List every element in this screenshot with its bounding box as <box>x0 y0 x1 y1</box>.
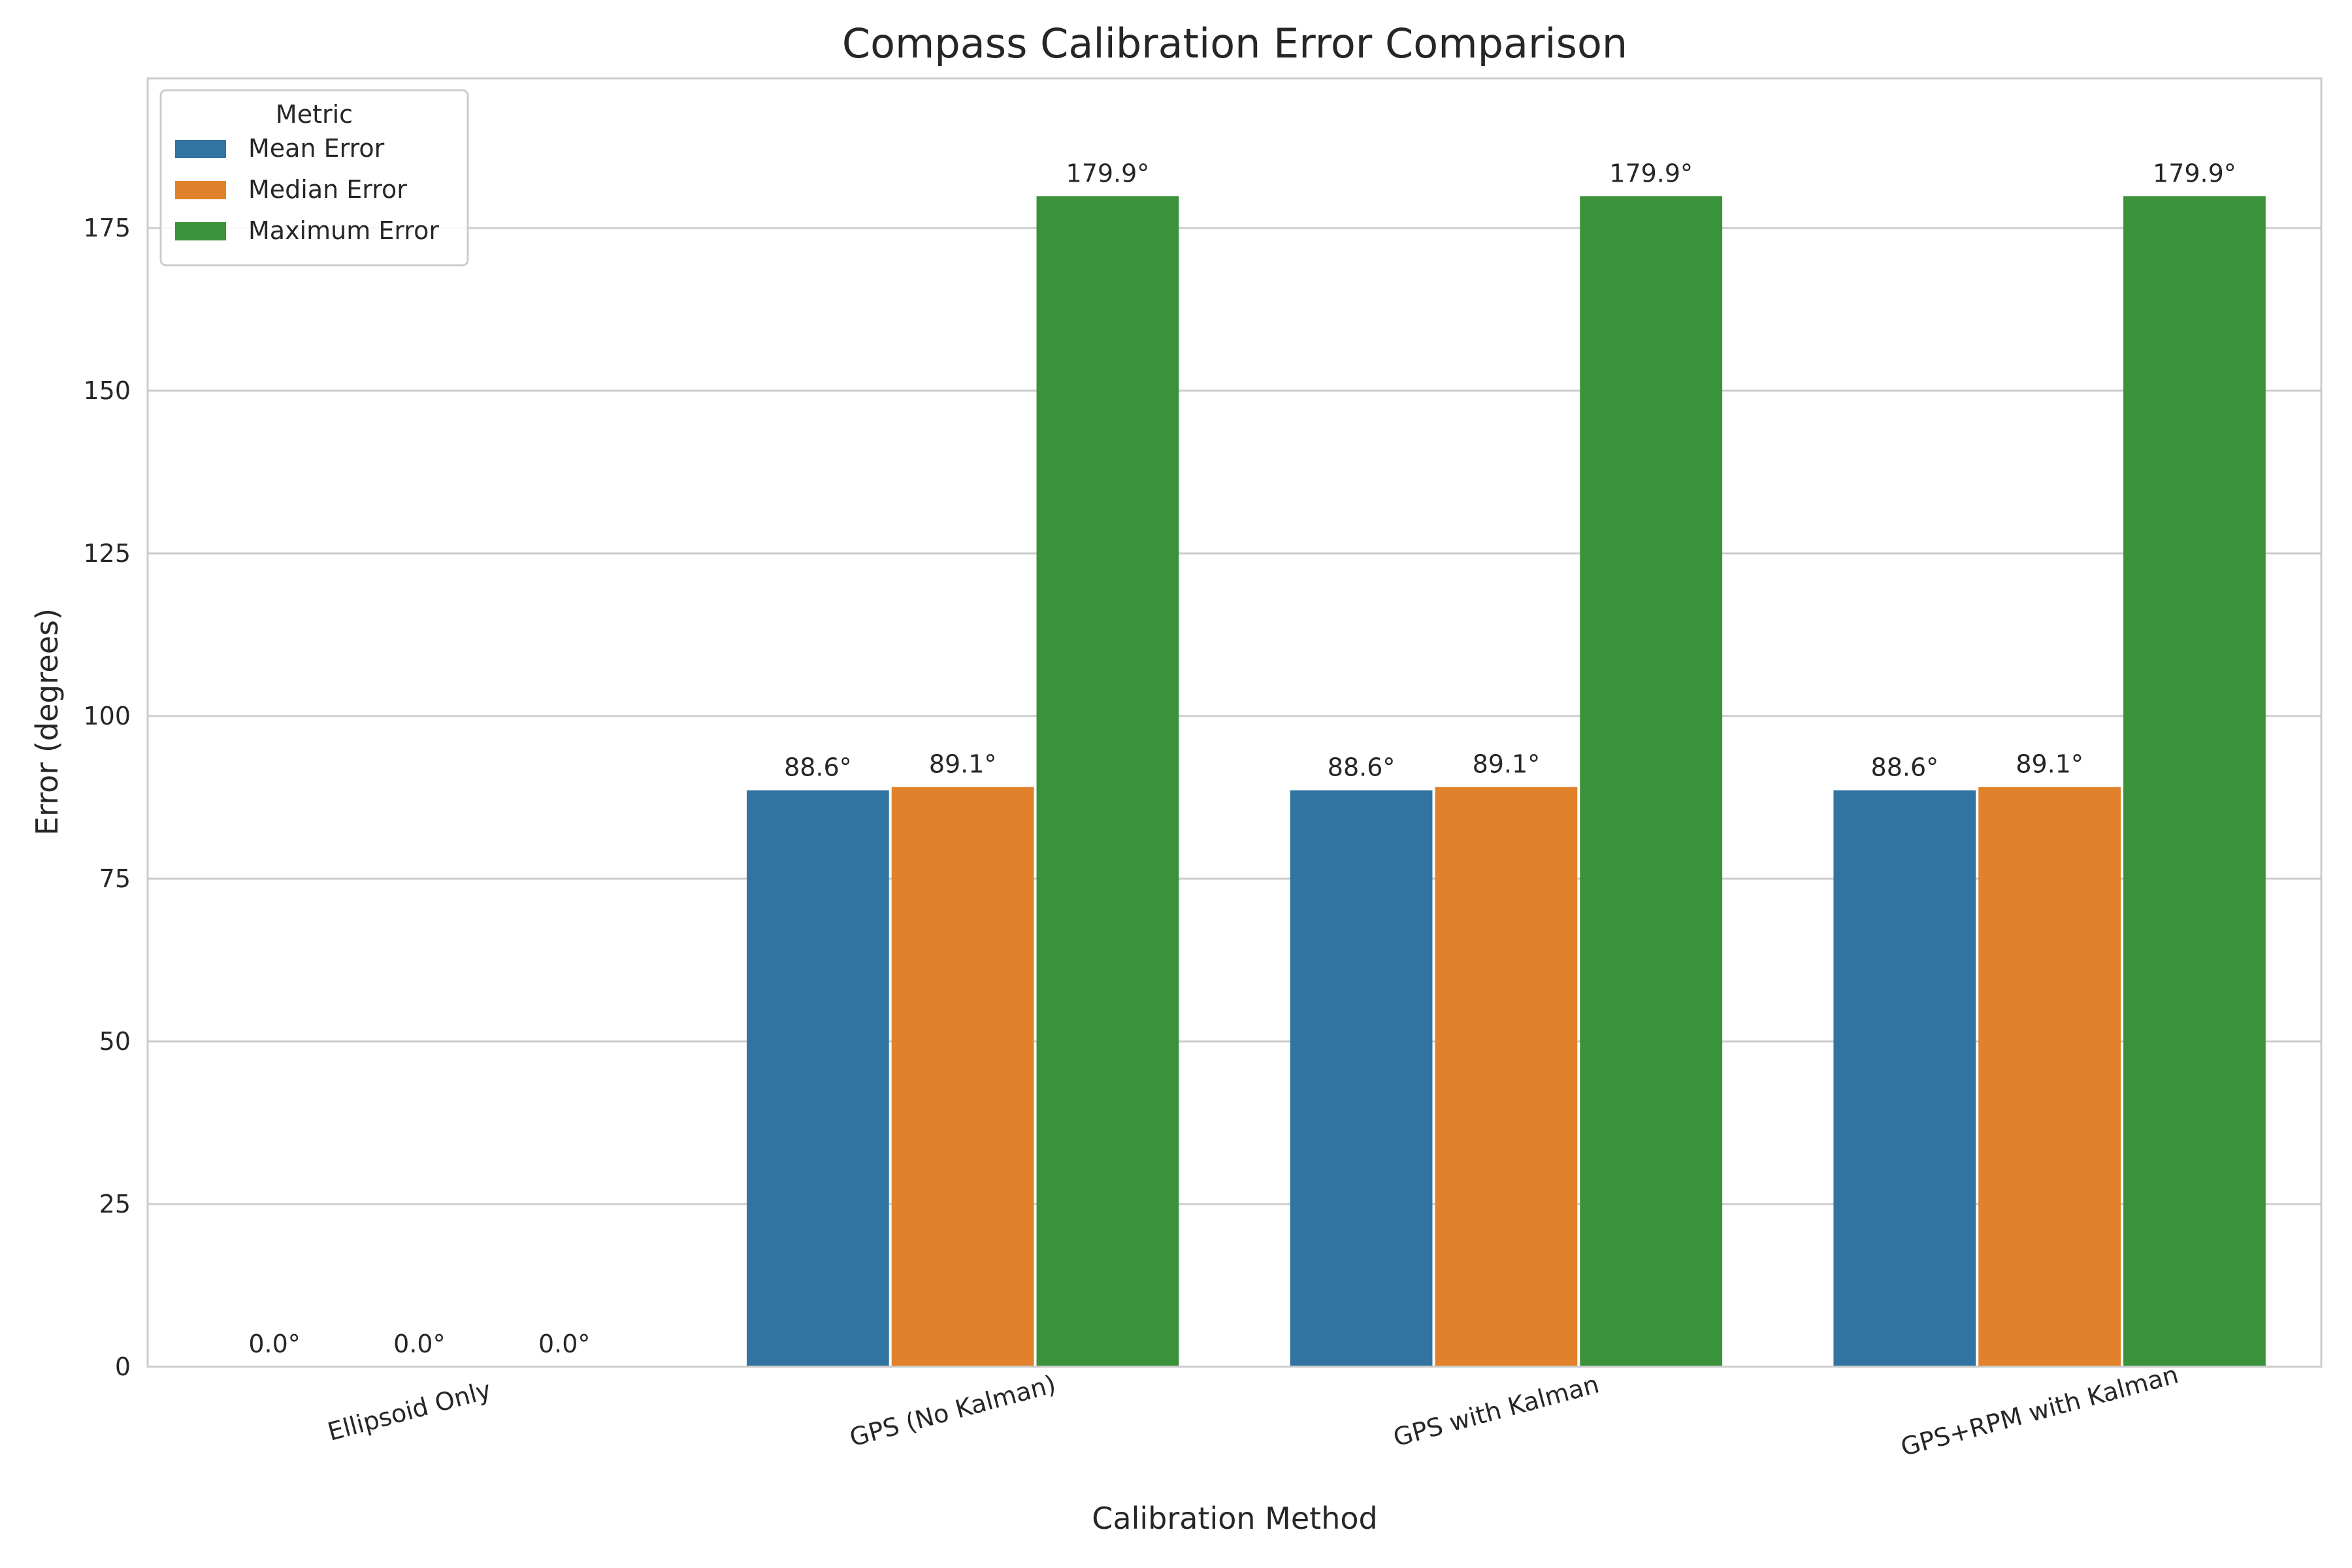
data-label: 89.1° <box>2016 750 2083 779</box>
x-tick-label: GPS+RPM with Kalman <box>1898 1360 2181 1462</box>
y-tick-label: 0 <box>115 1352 131 1381</box>
data-label: 0.0° <box>538 1330 590 1358</box>
y-tick-label: 125 <box>83 539 131 568</box>
bar-mean-error <box>746 790 889 1367</box>
legend-entry-label: Mean Error <box>248 134 385 163</box>
y-tick-label: 50 <box>99 1027 131 1056</box>
data-label: 88.6° <box>784 753 852 782</box>
data-label: 88.6° <box>1328 753 1396 782</box>
legend-swatch <box>175 140 226 158</box>
data-label: 89.1° <box>1473 750 1541 779</box>
data-label: 179.9° <box>1066 159 1150 188</box>
data-label: 179.9° <box>2153 159 2236 188</box>
data-label: 88.6° <box>1871 753 1939 782</box>
y-tick-label: 25 <box>99 1190 131 1218</box>
legend-swatch <box>175 222 226 240</box>
y-tick-label: 75 <box>99 864 131 893</box>
data-label: 179.9° <box>1609 159 1693 188</box>
bar-mean-error <box>1833 790 1976 1367</box>
x-tick-label: Ellipsoid Only <box>325 1375 494 1446</box>
bar-median-error <box>1978 787 2121 1367</box>
plot-frame <box>146 77 2323 1368</box>
x-tick-label: GPS with Kalman <box>1390 1369 1602 1452</box>
legend-title: Metric <box>276 100 353 129</box>
bar-median-error <box>1435 787 1578 1367</box>
y-axis-title: Error (degrees) <box>29 608 65 836</box>
data-label: 0.0° <box>393 1330 445 1358</box>
plot-area: 0 25 50 75 100 125 150 175 0.0° 0.0° 0.0° Ellipsoid… <box>83 77 2323 1462</box>
y-tick-label: 100 <box>83 702 131 730</box>
legend-box <box>159 89 469 267</box>
bar-mean-error <box>1290 790 1433 1367</box>
legend-entry-label: Median Error <box>248 175 407 204</box>
bar-maximum-error <box>1036 196 1179 1367</box>
chart-title: Compass Calibration Error Comparison <box>842 20 1627 67</box>
legend: Metric Mean Error Median Error Maximum Erro… <box>159 89 469 267</box>
bar-median-error <box>891 787 1034 1367</box>
bar-maximum-error <box>2123 196 2266 1367</box>
x-axis-title: Calibration Method <box>1092 1501 1377 1536</box>
x-tick-label: GPS (No Kalman) <box>847 1369 1059 1452</box>
y-tick-label: 175 <box>83 214 131 242</box>
legend-swatch <box>175 181 226 199</box>
data-label: 89.1° <box>929 750 997 779</box>
data-label: 0.0° <box>248 1330 300 1358</box>
legend-entry-label: Maximum Error <box>248 216 439 245</box>
bar-maximum-error <box>1580 196 1723 1367</box>
y-tick-label: 150 <box>83 376 131 405</box>
